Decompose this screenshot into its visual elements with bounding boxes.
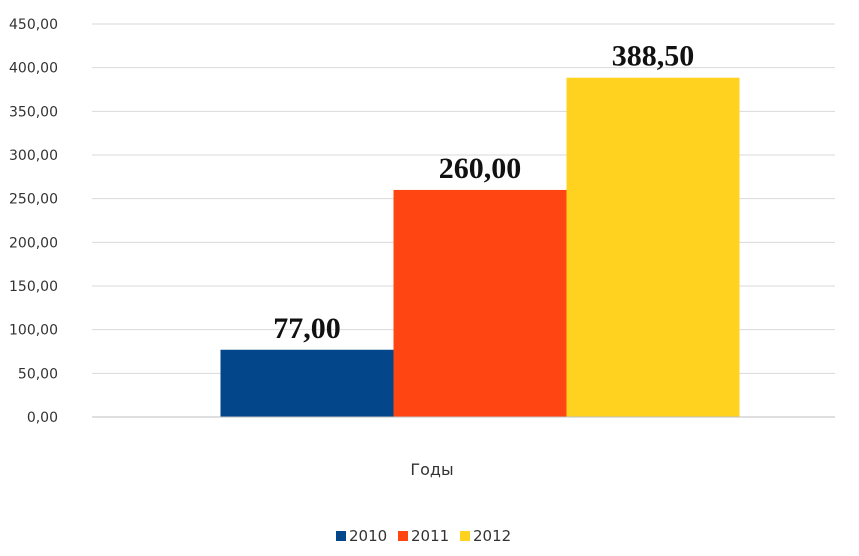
bars xyxy=(220,77,740,418)
legend-swatch-2011 xyxy=(398,531,408,541)
bar-2011 xyxy=(393,189,567,417)
legend: 2010 2011 2012 xyxy=(336,527,511,545)
x-axis-category-label: Годы xyxy=(410,460,453,479)
legend-label-2010: 2010 xyxy=(349,527,387,545)
legend-label-2011: 2011 xyxy=(411,527,449,545)
legend-swatch-2010 xyxy=(336,531,346,541)
y-axis-tick-labels: 0,00 50,00 100,00 150,00 200,00 250,00 300,00 3… xyxy=(9,17,58,426)
data-label-2011: 260,00 xyxy=(439,152,522,185)
y-tick-label: 400,00 xyxy=(9,61,58,77)
y-tick-label: 250,00 xyxy=(9,192,58,208)
y-tick-label: 150,00 xyxy=(9,279,58,295)
y-tick-label: 0,00 xyxy=(27,410,58,426)
legend-label-2012: 2012 xyxy=(473,527,511,545)
y-tick-label: 450,00 xyxy=(9,17,58,33)
y-tick-label: 50,00 xyxy=(18,366,58,382)
y-tick-label: 100,00 xyxy=(9,323,58,339)
data-labels: 77,00 260,00 388,50 xyxy=(273,40,694,345)
data-label-2012: 388,50 xyxy=(612,40,695,73)
data-label-2010: 77,00 xyxy=(273,312,341,345)
y-tick-label: 200,00 xyxy=(9,235,58,251)
y-tick-label: 350,00 xyxy=(9,104,58,120)
legend-swatch-2012 xyxy=(460,531,470,541)
bar-2012 xyxy=(566,77,740,418)
y-tick-label: 300,00 xyxy=(9,148,58,164)
bar-2010 xyxy=(220,349,394,417)
